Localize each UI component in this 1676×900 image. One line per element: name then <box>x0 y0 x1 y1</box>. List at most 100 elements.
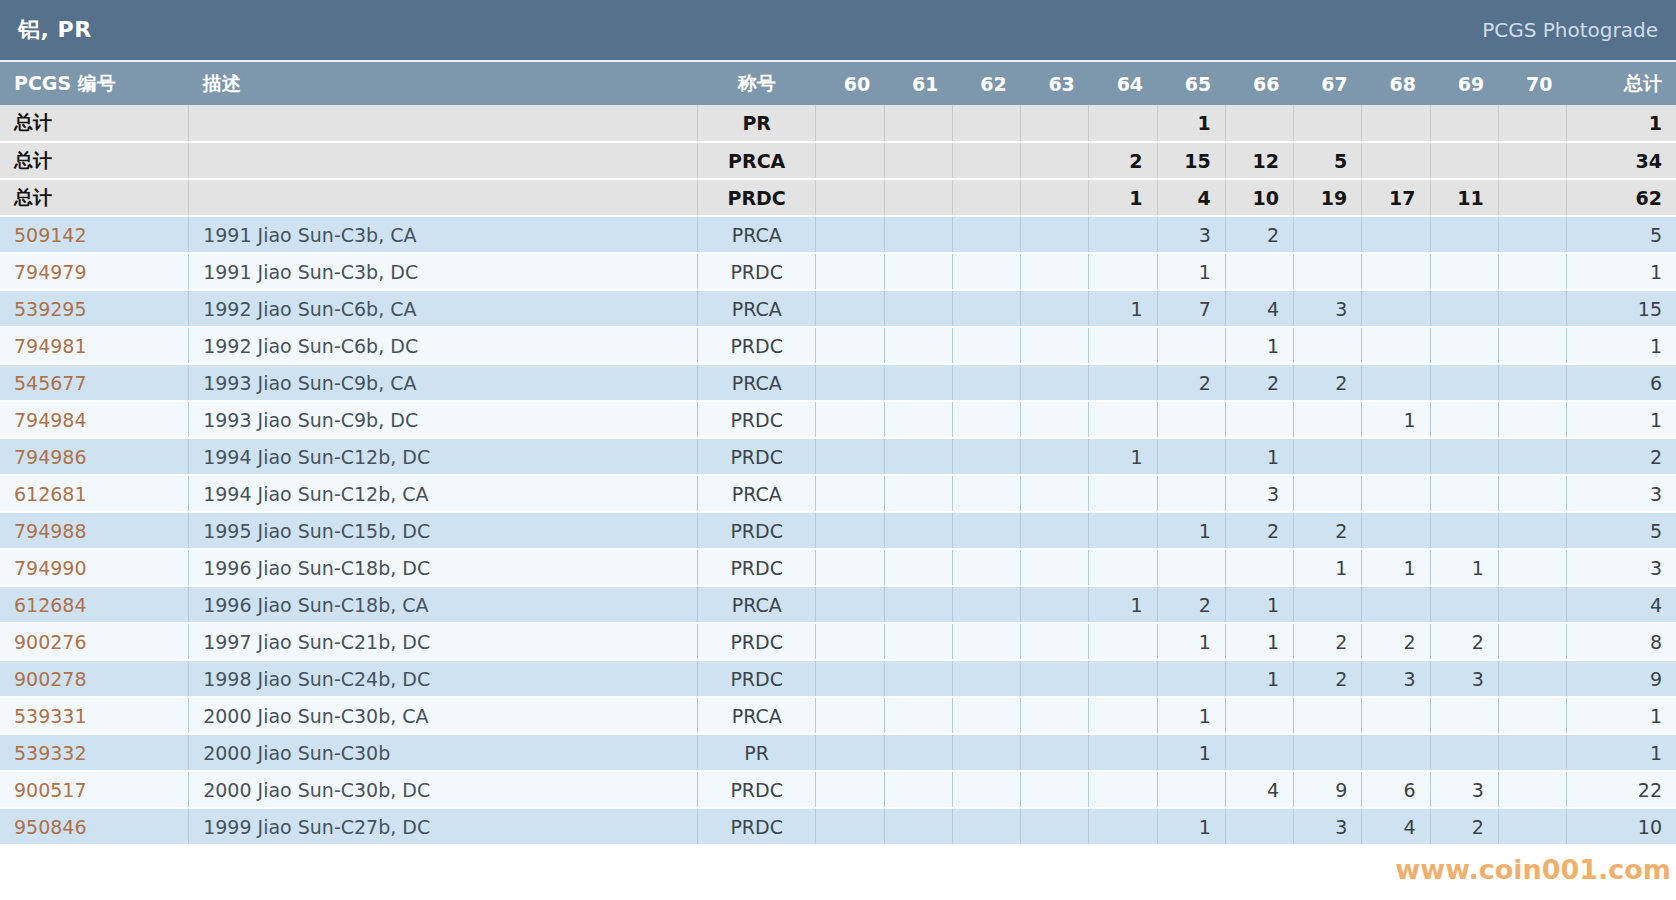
grade-63-cell <box>1021 179 1089 216</box>
grade-63-cell <box>1021 512 1089 549</box>
grade-68-cell <box>1362 364 1430 401</box>
grade-60-cell <box>816 290 884 327</box>
pcgs-number-link[interactable]: 545677 <box>0 364 189 401</box>
table-row: 900276 1997 Jiao Sun-C21b, DC PRDC 11222… <box>0 623 1676 660</box>
grade-61-cell <box>884 401 952 438</box>
pcgs-number-link[interactable]: 539295 <box>0 290 189 327</box>
designation-cell: PRCA <box>697 697 815 734</box>
grade-68-cell: 3 <box>1362 660 1430 697</box>
description-cell: 2000 Jiao Sun-C30b, DC <box>189 771 698 808</box>
pcgs-number-link[interactable]: 612684 <box>0 586 189 623</box>
table-row: 794981 1992 Jiao Sun-C6b, DC PRDC 11 <box>0 327 1676 364</box>
grade-67-cell: 1 <box>1294 549 1362 586</box>
grade-61-cell <box>884 734 952 771</box>
grade-60-cell <box>816 253 884 290</box>
grade-60-cell <box>816 475 884 512</box>
pcgs-number-link[interactable]: 612681 <box>0 475 189 512</box>
grade-70-cell <box>1498 364 1566 401</box>
pcgs-number-link[interactable]: 794990 <box>0 549 189 586</box>
column-header-grade-70: 70 <box>1498 62 1566 105</box>
grade-64-cell: 1 <box>1089 438 1157 475</box>
grade-69-cell <box>1430 290 1498 327</box>
grade-61-cell <box>884 364 952 401</box>
pcgs-number-link[interactable]: 539331 <box>0 697 189 734</box>
pcgs-number-link[interactable]: 794986 <box>0 438 189 475</box>
pcgs-number-link[interactable]: 794981 <box>0 327 189 364</box>
grade-62-cell <box>952 512 1020 549</box>
table-row: 900278 1998 Jiao Sun-C24b, DC PRDC 12339 <box>0 660 1676 697</box>
grade-68-cell <box>1362 105 1430 142</box>
designation-cell: PRCA <box>697 216 815 253</box>
grade-61-cell <box>884 512 952 549</box>
total-cell: 5 <box>1566 512 1676 549</box>
grade-65-cell: 3 <box>1157 216 1225 253</box>
grade-66-cell <box>1225 253 1293 290</box>
grade-62-cell <box>952 290 1020 327</box>
summary-total-cell: 1 <box>1566 105 1676 142</box>
grade-68-cell: 1 <box>1362 549 1430 586</box>
grade-70-cell <box>1498 475 1566 512</box>
grade-63-cell <box>1021 438 1089 475</box>
table-row: 612681 1994 Jiao Sun-C12b, CA PRCA 33 <box>0 475 1676 512</box>
grade-60-cell <box>816 401 884 438</box>
table-body: 总计 PR 11 总计 PRCA 21512534 总计 PRDC 141019… <box>0 105 1676 845</box>
grade-65-cell <box>1157 660 1225 697</box>
table-row: 794990 1996 Jiao Sun-C18b, DC PRDC 1113 <box>0 549 1676 586</box>
grade-64-cell <box>1089 253 1157 290</box>
pcgs-number-link[interactable]: 900278 <box>0 660 189 697</box>
grade-70-cell <box>1498 253 1566 290</box>
grade-70-cell <box>1498 623 1566 660</box>
pcgs-number-link[interactable]: 509142 <box>0 216 189 253</box>
summary-designation-cell: PRDC <box>697 179 815 216</box>
designation-cell: PRDC <box>697 438 815 475</box>
grade-66-cell: 1 <box>1225 660 1293 697</box>
table-row: 950846 1999 Jiao Sun-C27b, DC PRDC 13421… <box>0 808 1676 845</box>
grade-62-cell <box>952 623 1020 660</box>
pcgs-number-link[interactable]: 794988 <box>0 512 189 549</box>
grade-66-cell <box>1225 734 1293 771</box>
designation-cell: PRDC <box>697 401 815 438</box>
grade-61-cell <box>884 438 952 475</box>
grade-65-cell: 15 <box>1157 142 1225 179</box>
description-cell: 1996 Jiao Sun-C18b, DC <box>189 549 698 586</box>
table-row: 539332 2000 Jiao Sun-C30b PR 11 <box>0 734 1676 771</box>
grade-65-cell: 2 <box>1157 364 1225 401</box>
grade-62-cell <box>952 771 1020 808</box>
grade-66-cell: 4 <box>1225 771 1293 808</box>
grade-61-cell <box>884 142 952 179</box>
designation-cell: PRCA <box>697 586 815 623</box>
grade-63-cell <box>1021 105 1089 142</box>
designation-cell: PR <box>697 734 815 771</box>
grade-61-cell <box>884 216 952 253</box>
total-cell: 5 <box>1566 216 1676 253</box>
total-cell: 1 <box>1566 697 1676 734</box>
grade-66-cell: 1 <box>1225 586 1293 623</box>
grade-62-cell <box>952 438 1020 475</box>
grade-67-cell: 2 <box>1294 512 1362 549</box>
grade-66-cell: 1 <box>1225 623 1293 660</box>
grade-67-cell <box>1294 734 1362 771</box>
pcgs-number-link[interactable]: 950846 <box>0 808 189 845</box>
grade-63-cell <box>1021 586 1089 623</box>
pcgs-number-link[interactable]: 900276 <box>0 623 189 660</box>
pcgs-number-link[interactable]: 794979 <box>0 253 189 290</box>
pcgs-number-link[interactable]: 539332 <box>0 734 189 771</box>
grade-63-cell <box>1021 401 1089 438</box>
pcgs-number-link[interactable]: 794984 <box>0 401 189 438</box>
page-title: 铝, PR <box>18 15 92 45</box>
grade-68-cell <box>1362 697 1430 734</box>
grade-60-cell <box>816 105 884 142</box>
pcgs-number-link[interactable]: 900517 <box>0 771 189 808</box>
grade-66-cell: 3 <box>1225 475 1293 512</box>
summary-designation-cell: PRCA <box>697 142 815 179</box>
grade-69-cell <box>1430 105 1498 142</box>
grade-64-cell: 1 <box>1089 586 1157 623</box>
pcgs-photograde-link[interactable]: PCGS Photograde <box>1482 18 1658 42</box>
grade-67-cell <box>1294 105 1362 142</box>
grade-69-cell <box>1430 438 1498 475</box>
grade-70-cell <box>1498 512 1566 549</box>
grade-63-cell <box>1021 734 1089 771</box>
grade-63-cell <box>1021 549 1089 586</box>
grade-68-cell <box>1362 438 1430 475</box>
grade-65-cell: 1 <box>1157 734 1225 771</box>
